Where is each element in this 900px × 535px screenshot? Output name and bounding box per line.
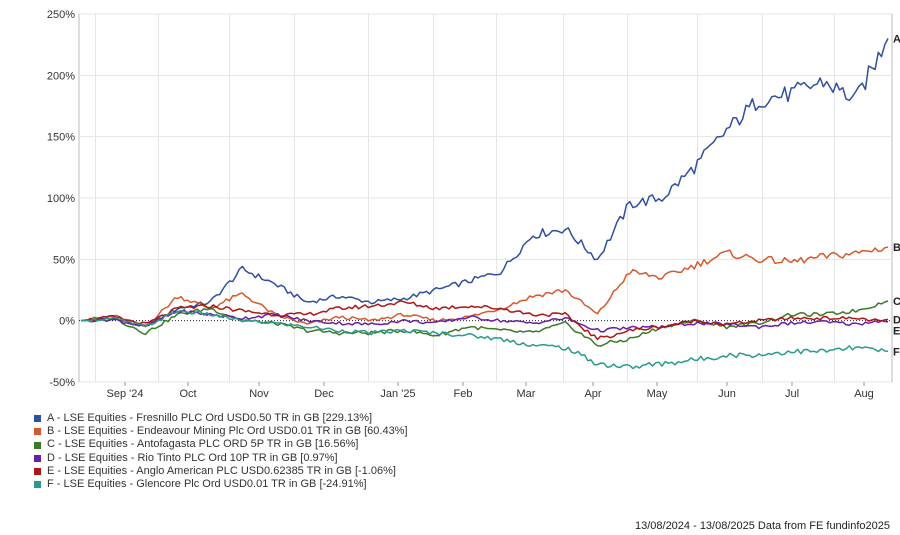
legend-item-d: D - LSE Equities - Rio Tinto PLC Ord 10P… xyxy=(34,452,408,465)
series-line-c xyxy=(80,300,889,347)
legend-item-f: F - LSE Equities - Glencore Plc Ord USD0… xyxy=(34,478,408,491)
x-tick-label: Nov xyxy=(249,388,269,400)
end-label-b: B xyxy=(893,242,900,254)
x-axis: Sep '24 Oct Nov Dec Jan '25 Feb Mar Apr May Jun Ju… xyxy=(107,382,874,400)
legend-swatch xyxy=(34,428,41,436)
legend-label: C - LSE Equities - Antofagasta PLC ORD 5… xyxy=(47,438,359,451)
legend-label: F - LSE Equities - Glencore Plc Ord USD0… xyxy=(47,478,367,491)
line-chart: 250% 200% 150% 100% 50% 0% -50% Sep '24 Oct Nov D… xyxy=(47,9,900,400)
y-tick-label: 50% xyxy=(53,254,75,266)
x-tick-label: Sep '24 xyxy=(107,388,144,400)
x-tick-label: Oct xyxy=(179,388,196,400)
series-line-e xyxy=(80,300,889,341)
end-label-e: E xyxy=(893,325,900,337)
y-tick-label: 0% xyxy=(59,316,75,328)
legend-swatch xyxy=(34,441,41,449)
series-lines xyxy=(80,38,889,370)
legend-swatch xyxy=(34,454,41,462)
legend-label: E - LSE Equities - Anglo American PLC US… xyxy=(47,464,396,477)
x-tick-label: Feb xyxy=(454,388,473,400)
legend-swatch xyxy=(34,481,41,489)
legend-label: B - LSE Equities - Endeavour Mining Plc … xyxy=(47,425,408,438)
y-tick-label: 200% xyxy=(47,70,75,82)
x-tick-label: Apr xyxy=(584,388,601,400)
y-tick-label: 100% xyxy=(47,193,75,205)
end-label-c: C xyxy=(893,296,900,308)
legend-item-e: E - LSE Equities - Anglo American PLC US… xyxy=(34,465,408,478)
series-line-a xyxy=(80,38,889,327)
y-tick-label: 250% xyxy=(47,9,75,21)
legend: A - LSE Equities - Fresnillo PLC Ord USD… xyxy=(34,412,408,491)
legend-label: D - LSE Equities - Rio Tinto PLC Ord 10P… xyxy=(47,451,338,464)
series-line-f xyxy=(80,309,889,370)
end-label-a: A xyxy=(893,34,900,46)
x-tick-label: Aug xyxy=(854,388,874,400)
x-tick-label: Jul xyxy=(785,388,799,400)
legend-item-b: B - LSE Equities - Endeavour Mining Plc … xyxy=(34,425,408,438)
x-tick-label: Jan '25 xyxy=(380,388,415,400)
x-tick-label: May xyxy=(647,388,668,400)
y-tick-label: -50% xyxy=(49,377,75,389)
end-label-d: D xyxy=(893,314,900,326)
x-tick-label: Mar xyxy=(517,388,536,400)
x-tick-label: Jun xyxy=(718,388,736,400)
legend-swatch xyxy=(34,415,41,423)
end-label-f: F xyxy=(893,346,900,358)
x-tick-label: Dec xyxy=(314,388,334,400)
y-axis: 250% 200% 150% 100% 50% 0% -50% xyxy=(47,9,75,389)
legend-item-c: C - LSE Equities - Antofagasta PLC ORD 5… xyxy=(34,438,408,451)
y-tick-label: 150% xyxy=(47,132,75,144)
legend-swatch xyxy=(34,467,41,475)
date-range-source: 13/08/2024 - 13/08/2025 Data from FE fun… xyxy=(634,520,890,532)
legend-label: A - LSE Equities - Fresnillo PLC Ord USD… xyxy=(47,412,373,424)
legend-item-a: A - LSE Equities - Fresnillo PLC Ord USD… xyxy=(34,412,408,425)
